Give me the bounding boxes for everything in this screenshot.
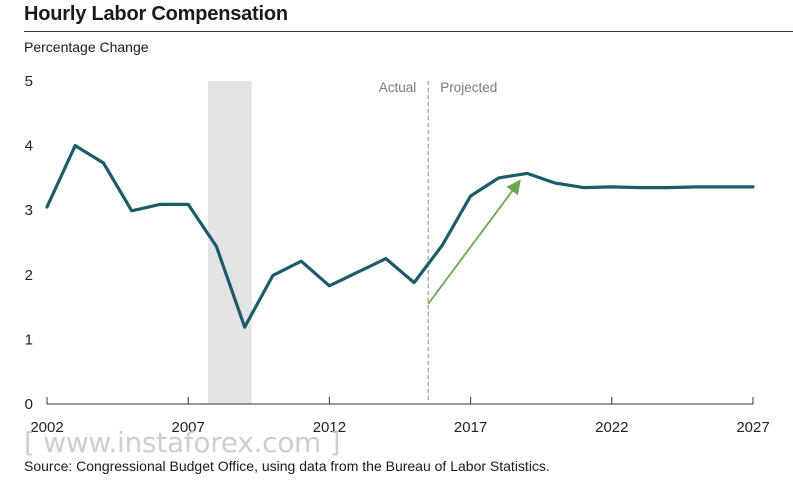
x-tick-label-2012: 2012	[313, 419, 346, 436]
x-tick-label-2017: 2017	[454, 419, 487, 436]
y-tick-label-3: 3	[25, 202, 33, 219]
y-tick-label-1: 1	[25, 331, 33, 348]
x-tick-label-2022: 2022	[595, 419, 628, 436]
y-tick-label-5: 5	[25, 73, 33, 90]
x-tick-label-2007: 2007	[172, 419, 205, 436]
projected-label: Projected	[440, 80, 497, 95]
series-line-0	[45, 144, 755, 329]
x-tick-label-2002: 2002	[30, 419, 63, 436]
actual-label: Actual	[379, 80, 417, 95]
chart-title: Hourly Labor Compensation	[24, 3, 288, 25]
title-divider	[24, 31, 793, 32]
y-tick-label-2: 2	[25, 267, 33, 284]
y-tick-label-4: 4	[25, 138, 33, 155]
trend-arrow	[427, 179, 521, 305]
watermark: [ www.instaforex.com ]	[24, 426, 341, 459]
x-tick-label-2027: 2027	[736, 419, 769, 436]
source-note: Source: Congressional Budget Office, usi…	[24, 458, 550, 474]
y-tick-label-0: 0	[25, 396, 33, 413]
y-axis-label: Percentage Change	[24, 39, 149, 55]
